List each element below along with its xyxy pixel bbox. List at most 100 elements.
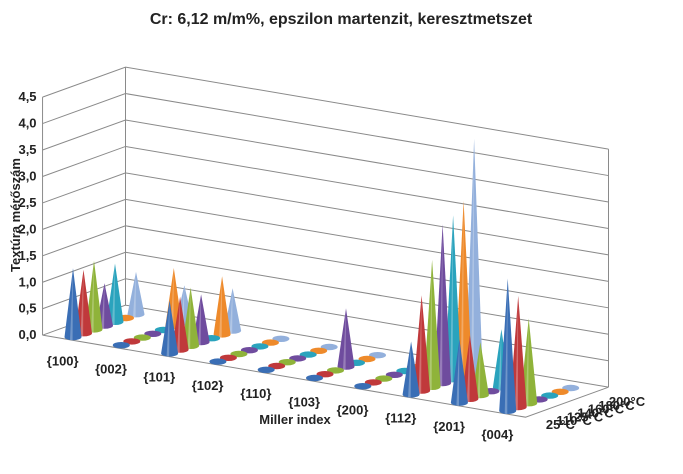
data-cone	[289, 355, 307, 362]
data-cone-highlight	[219, 276, 223, 338]
data-cone	[444, 215, 462, 383]
data-cone	[64, 268, 82, 341]
y-tick-label: 4,5	[18, 89, 36, 104]
data-cone-highlight	[498, 329, 502, 391]
data-cone	[272, 335, 290, 342]
data-cone-base	[272, 335, 290, 342]
data-cone-highlight	[471, 138, 475, 375]
data-cone	[161, 300, 179, 357]
y-tick-label: 4,0	[18, 116, 36, 131]
x-axis-ticks: {100} {002} {101} {102} {110} {103} {200} {112}…	[47, 353, 514, 442]
data-cone-highlight	[504, 278, 508, 414]
data-cone-body	[450, 339, 468, 406]
data-cone	[402, 341, 420, 398]
data-cone-base	[327, 367, 344, 374]
x-tick-label: {110}	[240, 386, 271, 401]
data-cone	[358, 355, 376, 363]
data-cone	[133, 334, 151, 341]
data-cone-body	[444, 215, 462, 383]
data-cone-highlight	[515, 295, 519, 411]
data-cone-body	[182, 287, 200, 349]
data-cone-base	[358, 355, 376, 363]
data-cone	[306, 374, 323, 382]
x-tick-label: {002}	[95, 361, 127, 376]
data-cone	[354, 383, 372, 390]
data-cone-highlight	[439, 224, 443, 387]
x-tick-label: {201}	[433, 419, 465, 434]
series-label: 110°C	[556, 413, 592, 428]
data-cone	[320, 343, 338, 351]
data-cone-base	[268, 362, 286, 370]
y-tick-label: 3,5	[18, 142, 36, 157]
data-cone	[240, 347, 258, 354]
data-cone-base	[375, 375, 393, 382]
data-cone-body	[434, 224, 452, 387]
chart-floor	[42, 334, 609, 418]
data-cone-body	[499, 278, 517, 414]
data-cone-base	[133, 334, 151, 341]
data-cone-body	[106, 263, 124, 325]
data-cone	[268, 362, 286, 370]
data-cone	[562, 384, 580, 392]
series-label: 200°C	[609, 394, 646, 409]
data-cone-base	[306, 374, 323, 382]
data-cone	[85, 260, 103, 333]
data-cone	[369, 352, 386, 359]
data-cone-highlight	[343, 308, 346, 370]
data-cone-body	[461, 335, 479, 402]
y-tick-label: 2,5	[18, 195, 36, 210]
data-cone	[499, 278, 517, 414]
data-cone-base	[289, 355, 307, 362]
data-cone-body	[402, 341, 420, 398]
data-cone-base	[364, 379, 382, 386]
data-cone	[127, 271, 145, 318]
data-cone-base	[541, 392, 559, 399]
x-tick-label: {100}	[47, 353, 79, 368]
data-cone-base	[112, 342, 130, 349]
data-cone-base	[251, 343, 269, 350]
series-label: 140°C	[577, 406, 614, 421]
data-cone	[455, 200, 473, 379]
data-cone-highlight	[198, 294, 202, 346]
data-cone	[144, 330, 162, 337]
data-cone	[316, 371, 334, 378]
data-cone-highlight	[70, 268, 73, 341]
data-cone	[213, 276, 231, 338]
data-cone-highlight	[101, 283, 105, 329]
data-cone-base	[278, 359, 296, 366]
series-label: 180°C	[598, 398, 635, 413]
data-cone	[230, 350, 248, 358]
y-tick-label: 3,0	[18, 168, 36, 183]
data-cone-body	[455, 200, 473, 379]
data-cone	[385, 371, 403, 378]
data-cone	[219, 354, 237, 361]
x-tick-label: {112}	[385, 411, 416, 426]
data-cone	[209, 358, 227, 365]
data-cone-body	[213, 276, 231, 338]
data-cone-body	[171, 296, 189, 353]
data-cone-base	[310, 347, 328, 354]
series-label: 125°C	[567, 409, 604, 424]
data-cone	[327, 367, 344, 374]
x-tick-label: {103}	[288, 394, 320, 409]
data-cone-highlight	[525, 318, 529, 407]
data-cone-highlight	[466, 335, 470, 402]
data-cone	[413, 295, 431, 394]
data-cone-base	[257, 366, 275, 373]
data-cone	[541, 392, 559, 399]
y-tick-label: 0,0	[18, 327, 36, 342]
data-cone-body	[127, 271, 145, 318]
data-cone-body	[64, 268, 82, 341]
data-cone-base	[551, 388, 569, 395]
data-cone-highlight	[187, 287, 191, 349]
data-cone	[106, 263, 124, 325]
data-cone-base	[316, 371, 334, 378]
data-cone	[450, 339, 468, 406]
data-cone	[461, 335, 479, 402]
data-cone-highlight	[177, 296, 181, 353]
data-cone-highlight	[166, 300, 170, 357]
data-cone	[375, 375, 393, 382]
chart-walls	[42, 66, 609, 388]
